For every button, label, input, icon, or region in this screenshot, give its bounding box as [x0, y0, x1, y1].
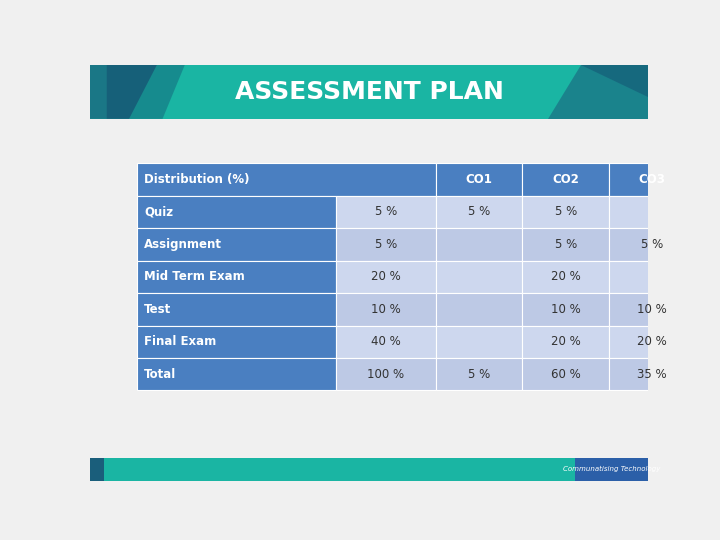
- Text: ASSESSMENT PLAN: ASSESSMENT PLAN: [235, 80, 503, 104]
- Text: Final Exam: Final Exam: [144, 335, 217, 348]
- Bar: [138, 196, 336, 228]
- Text: Quiz: Quiz: [144, 206, 174, 219]
- Bar: [523, 196, 609, 228]
- Text: 10 %: 10 %: [371, 303, 400, 316]
- Polygon shape: [581, 65, 648, 97]
- Text: 5 %: 5 %: [374, 238, 397, 251]
- Text: Assignment: Assignment: [144, 238, 222, 251]
- Bar: [609, 228, 696, 261]
- Bar: [138, 163, 436, 196]
- Text: Mid Term Exam: Mid Term Exam: [144, 271, 245, 284]
- Text: 20 %: 20 %: [551, 271, 580, 284]
- Bar: [138, 293, 336, 326]
- Text: 10 %: 10 %: [637, 303, 667, 316]
- Text: CO3: CO3: [639, 173, 665, 186]
- Bar: [523, 358, 609, 390]
- Bar: [609, 196, 696, 228]
- Bar: [523, 261, 609, 293]
- Bar: [436, 196, 523, 228]
- Bar: [90, 65, 648, 119]
- Bar: [575, 458, 648, 481]
- Polygon shape: [107, 65, 185, 119]
- Bar: [436, 163, 523, 196]
- Bar: [336, 261, 436, 293]
- Bar: [523, 326, 609, 358]
- Bar: [336, 293, 436, 326]
- Text: 60 %: 60 %: [551, 368, 580, 381]
- Bar: [138, 261, 336, 293]
- Bar: [523, 163, 609, 196]
- Bar: [609, 261, 696, 293]
- Text: 20 %: 20 %: [637, 335, 667, 348]
- Bar: [609, 358, 696, 390]
- Text: 5 %: 5 %: [374, 206, 397, 219]
- Bar: [436, 326, 523, 358]
- Bar: [138, 358, 336, 390]
- Text: 10 %: 10 %: [551, 303, 580, 316]
- Bar: [436, 358, 523, 390]
- Bar: [336, 326, 436, 358]
- Text: 20 %: 20 %: [551, 335, 580, 348]
- Polygon shape: [90, 65, 157, 119]
- Bar: [523, 293, 609, 326]
- Bar: [138, 326, 336, 358]
- Text: Test: Test: [144, 303, 171, 316]
- Text: Communatising Technology: Communatising Technology: [563, 466, 660, 472]
- Bar: [336, 228, 436, 261]
- Bar: [90, 458, 104, 481]
- Text: Total: Total: [144, 368, 176, 381]
- Bar: [436, 261, 523, 293]
- Bar: [436, 293, 523, 326]
- Bar: [436, 228, 523, 261]
- Polygon shape: [547, 65, 648, 119]
- Text: CO2: CO2: [552, 173, 579, 186]
- Text: 5 %: 5 %: [554, 206, 577, 219]
- Text: 100 %: 100 %: [367, 368, 405, 381]
- Text: CO1: CO1: [466, 173, 492, 186]
- Bar: [138, 228, 336, 261]
- Bar: [336, 358, 436, 390]
- Bar: [609, 326, 696, 358]
- Bar: [336, 196, 436, 228]
- Bar: [609, 293, 696, 326]
- Text: 20 %: 20 %: [371, 271, 400, 284]
- Text: Distribution (%): Distribution (%): [144, 173, 250, 186]
- Bar: [90, 458, 575, 481]
- Text: 5 %: 5 %: [468, 206, 490, 219]
- Text: 35 %: 35 %: [637, 368, 667, 381]
- Text: 40 %: 40 %: [371, 335, 400, 348]
- Bar: [523, 228, 609, 261]
- Text: 5 %: 5 %: [554, 238, 577, 251]
- Bar: [609, 163, 696, 196]
- Text: 5 %: 5 %: [468, 368, 490, 381]
- Text: 5 %: 5 %: [641, 238, 663, 251]
